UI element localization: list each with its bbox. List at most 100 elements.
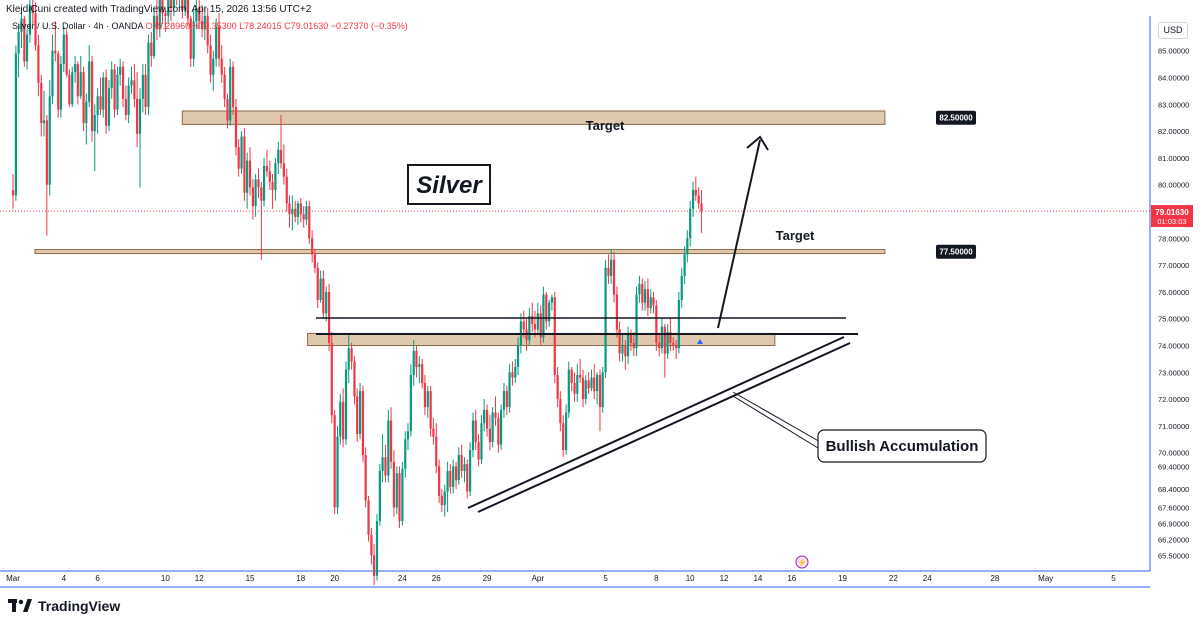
target-label-lower: Target	[776, 228, 815, 243]
trendline-lower[interactable]	[467, 336, 845, 509]
y-tick-label: 73.00000	[1158, 368, 1189, 377]
candle	[522, 310, 525, 338]
candle	[505, 385, 508, 416]
candle-body	[392, 461, 396, 508]
price-level-tag[interactable]: 82.50000	[936, 110, 976, 125]
candle-body	[223, 74, 226, 99]
candle-body	[172, 0, 175, 8]
candle-body	[643, 289, 647, 303]
y-tick-label: 69.40000	[1158, 462, 1189, 471]
candle	[553, 291, 556, 384]
price-level-value: 82.50000	[939, 114, 973, 123]
candle	[34, 2, 37, 51]
candle	[133, 64, 136, 107]
candle-body	[567, 369, 570, 413]
candle-body	[231, 66, 235, 107]
candle-body	[548, 302, 551, 322]
candle-body	[446, 470, 449, 492]
candle	[268, 160, 271, 191]
candle	[155, 0, 159, 40]
candle-body	[17, 31, 20, 54]
candle	[652, 291, 655, 314]
symbol-name[interactable]: Silver / U.S. Dollar · 4h · OANDA	[12, 21, 144, 31]
candle	[691, 182, 695, 217]
candle-body	[635, 294, 638, 349]
candle	[288, 195, 291, 228]
candle	[339, 393, 342, 445]
candle	[57, 50, 60, 118]
candle-body	[76, 64, 79, 97]
x-tick-label: 14	[753, 574, 762, 583]
candle	[449, 464, 452, 494]
candle	[76, 61, 79, 105]
candle-body	[105, 77, 108, 126]
candle-body	[65, 34, 68, 75]
candle-body	[528, 316, 531, 341]
candle-body	[316, 267, 319, 300]
candle-body	[477, 441, 480, 460]
candle	[409, 364, 412, 437]
candle	[367, 496, 370, 542]
candle	[466, 459, 469, 499]
candle-body	[135, 98, 139, 134]
projection-arrow[interactable]	[717, 139, 761, 329]
silver-title-box[interactable]	[407, 164, 491, 205]
candle	[23, 15, 26, 67]
upper-target-zone[interactable]	[181, 110, 886, 125]
candle-body	[217, 26, 221, 59]
candle-body	[550, 297, 553, 303]
candle-body	[169, 0, 173, 8]
candle	[660, 318, 664, 354]
candle-body	[395, 473, 398, 508]
candle	[350, 342, 353, 370]
candle	[658, 334, 661, 357]
bullish-accumulation-box[interactable]	[817, 429, 987, 463]
candle	[593, 364, 596, 400]
candle	[601, 366, 604, 413]
candle	[545, 291, 548, 330]
candle	[299, 198, 302, 223]
price-level-tag[interactable]: 77.50000	[936, 244, 976, 259]
candle-body	[333, 415, 336, 508]
symbol-legend[interactable]: Silver / U.S. Dollar · 4h · OANDA O79.28…	[12, 21, 408, 31]
candle-body	[254, 179, 257, 207]
candle	[347, 334, 350, 384]
candle-body	[370, 534, 373, 556]
candle	[223, 66, 226, 107]
candle	[426, 385, 429, 418]
candle	[319, 270, 322, 303]
candle	[584, 374, 587, 405]
candle-body	[618, 329, 621, 354]
candle	[612, 251, 616, 303]
candle	[20, 7, 23, 49]
candle-body	[226, 98, 229, 121]
candle	[234, 98, 238, 156]
candle	[161, 0, 164, 24]
candle	[11, 173, 15, 209]
candle	[150, 31, 153, 67]
candle	[99, 77, 102, 116]
y-tick-label: 74.00000	[1158, 342, 1189, 351]
mid-target-zone[interactable]	[34, 249, 886, 255]
trendline-upper[interactable]	[477, 342, 851, 513]
candle-body	[440, 496, 443, 506]
y-tick-label: 80.00000	[1158, 181, 1189, 190]
candle	[632, 332, 635, 357]
candle	[195, 0, 198, 30]
candle-body	[209, 45, 212, 75]
candle-body	[37, 45, 40, 83]
candle-body	[460, 454, 463, 471]
candle-body	[45, 120, 48, 185]
tradingview-logo[interactable]: TradingView	[8, 598, 120, 614]
candle	[432, 417, 435, 445]
current-price-value: 79.01630	[1155, 208, 1189, 217]
candle-body	[186, 0, 189, 19]
candle-body	[677, 299, 680, 349]
currency-button[interactable]: USD	[1158, 22, 1188, 39]
candle	[152, 7, 156, 59]
candle	[579, 358, 582, 384]
candle-body	[658, 342, 661, 349]
candle-body	[438, 466, 441, 497]
